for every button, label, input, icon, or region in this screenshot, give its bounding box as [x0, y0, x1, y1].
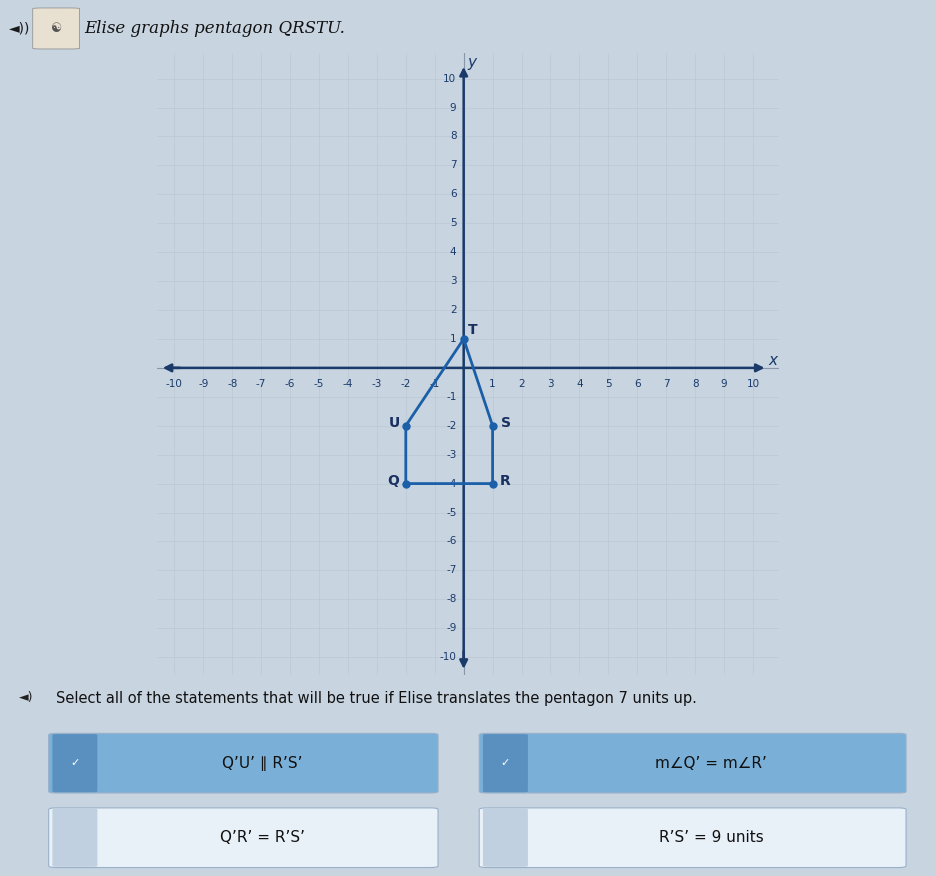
- Text: -6: -6: [446, 536, 457, 547]
- Text: -2: -2: [401, 379, 411, 390]
- FancyBboxPatch shape: [33, 8, 80, 49]
- Text: 5: 5: [605, 379, 611, 390]
- Text: -7: -7: [256, 379, 267, 390]
- Text: 9: 9: [450, 102, 457, 112]
- FancyBboxPatch shape: [52, 734, 97, 792]
- Text: Q’R’ = R’S’: Q’R’ = R’S’: [220, 830, 304, 845]
- Text: 6: 6: [634, 379, 640, 390]
- Text: -1: -1: [446, 392, 457, 402]
- Text: 2: 2: [519, 379, 525, 390]
- Text: Q’U’ ∥ R’S’: Q’U’ ∥ R’S’: [222, 756, 302, 771]
- FancyBboxPatch shape: [483, 734, 528, 792]
- Text: ✓: ✓: [501, 758, 510, 768]
- Text: -8: -8: [227, 379, 238, 390]
- Text: -1: -1: [430, 379, 440, 390]
- Text: 6: 6: [450, 189, 457, 200]
- Text: R’S’ = 9 units: R’S’ = 9 units: [659, 830, 764, 845]
- Text: ◄): ◄): [19, 690, 33, 703]
- Text: -4: -4: [343, 379, 353, 390]
- Text: Select all of the statements that will be true if Elise translates the pentagon : Select all of the statements that will b…: [56, 690, 697, 706]
- Text: ◄)): ◄)): [9, 22, 31, 35]
- Text: m∠Q’ = m∠R’: m∠Q’ = m∠R’: [655, 756, 768, 771]
- Text: ☯: ☯: [51, 22, 62, 35]
- Text: x: x: [768, 353, 778, 368]
- Text: 4: 4: [450, 247, 457, 258]
- Text: -5: -5: [314, 379, 324, 390]
- Text: R: R: [500, 474, 511, 488]
- Text: U: U: [388, 416, 400, 430]
- Text: T: T: [467, 323, 477, 337]
- Text: -10: -10: [440, 652, 457, 662]
- FancyBboxPatch shape: [49, 808, 438, 867]
- Text: 2: 2: [450, 305, 457, 315]
- Text: y: y: [468, 55, 476, 70]
- Text: -5: -5: [446, 507, 457, 518]
- Text: -4: -4: [446, 478, 457, 489]
- Text: 4: 4: [576, 379, 583, 390]
- Text: -6: -6: [285, 379, 295, 390]
- Text: Elise graphs pentagon QRSTU.: Elise graphs pentagon QRSTU.: [84, 20, 345, 37]
- FancyBboxPatch shape: [483, 809, 528, 866]
- Text: 5: 5: [450, 218, 457, 229]
- Text: -2: -2: [446, 420, 457, 431]
- Text: 3: 3: [450, 276, 457, 286]
- FancyBboxPatch shape: [52, 809, 97, 866]
- Text: 8: 8: [450, 131, 457, 141]
- Text: -10: -10: [166, 379, 183, 390]
- Text: 1: 1: [450, 334, 457, 344]
- Text: -9: -9: [198, 379, 209, 390]
- Text: Q: Q: [387, 474, 399, 488]
- Text: 9: 9: [721, 379, 727, 390]
- Text: 1: 1: [490, 379, 496, 390]
- Text: ✓: ✓: [70, 758, 80, 768]
- Text: -8: -8: [446, 594, 457, 604]
- Text: 3: 3: [548, 379, 554, 390]
- Text: 7: 7: [663, 379, 669, 390]
- Text: -3: -3: [446, 449, 457, 460]
- Text: -3: -3: [372, 379, 382, 390]
- Text: -9: -9: [446, 623, 457, 633]
- FancyBboxPatch shape: [479, 808, 906, 867]
- Text: 10: 10: [746, 379, 759, 390]
- FancyBboxPatch shape: [49, 733, 438, 793]
- Text: 8: 8: [692, 379, 698, 390]
- Text: 10: 10: [444, 74, 457, 83]
- Text: 7: 7: [450, 160, 457, 170]
- Text: -7: -7: [446, 565, 457, 576]
- FancyBboxPatch shape: [479, 733, 906, 793]
- Text: S: S: [501, 416, 511, 430]
